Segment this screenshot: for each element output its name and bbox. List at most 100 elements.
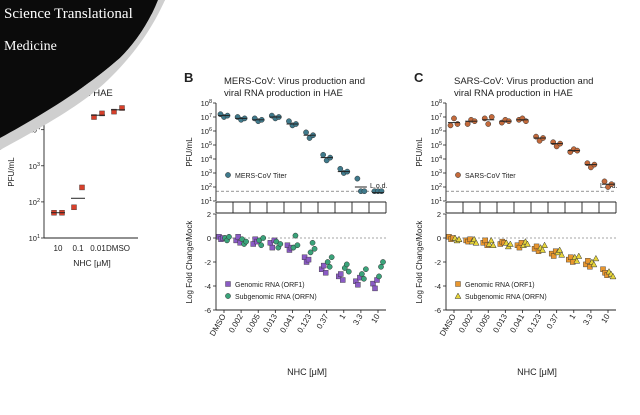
subgenomic-rna-point-B bbox=[309, 239, 316, 246]
bottom-y-tick-label-C: -2 bbox=[434, 258, 441, 267]
x-tick-label-C: DMSO bbox=[438, 313, 458, 338]
genomic-rna-point-B bbox=[338, 271, 344, 277]
sars2-titer-point bbox=[71, 204, 77, 211]
panel-title-C-line1: SARS-CoV: Virus production and bbox=[454, 76, 593, 87]
genomic-rna-point-B bbox=[305, 256, 312, 263]
top-y-tick-label-B: 102 bbox=[201, 183, 212, 192]
subgenomic-rna-point-B bbox=[328, 254, 335, 261]
subgenomic-rna-point-B bbox=[345, 268, 352, 275]
bottom-y-tick-label-C: -4 bbox=[434, 282, 441, 291]
x-tick-label-B: 0.37 bbox=[315, 312, 331, 330]
x-tick-label-B: 0.005 bbox=[244, 312, 262, 334]
panel-title-C-line2: viral RNA production in HAE bbox=[454, 88, 573, 99]
top-y-tick-label-C: 101 bbox=[431, 197, 442, 206]
x-tick-label-B: 0.002 bbox=[227, 312, 245, 334]
legend-subgenomic-marker-C bbox=[454, 292, 462, 299]
bottom-y-tick-label-B: 2 bbox=[207, 210, 211, 219]
subgenomic-rna-point-B bbox=[376, 273, 382, 280]
journal-name-line2: Medicine bbox=[4, 39, 57, 54]
x-tick-label-B: 10 bbox=[369, 312, 382, 325]
x-tick-label-C: 3.3 bbox=[581, 312, 595, 327]
bottom-y-label-C: Log Fold Change/Mock bbox=[415, 220, 424, 304]
panel-title-B-line2: viral RNA production in HAE bbox=[224, 88, 343, 99]
x-axis-label-C: NHC [μM] bbox=[517, 367, 557, 377]
subgenomic-rna-point-C bbox=[489, 241, 497, 248]
subgenomic-rna-point-B bbox=[359, 271, 365, 277]
subgenomic-rna-point-B bbox=[292, 232, 299, 239]
legend-genomic-label-C: Genomic RNA (ORF1) bbox=[465, 282, 535, 289]
bottom-y-tick-label-C: 2 bbox=[437, 210, 441, 219]
subgenomic-rna-point-B bbox=[226, 233, 232, 240]
subgenomic-rna-point-C bbox=[609, 272, 617, 280]
x-tick-label-A: DMSO bbox=[106, 244, 130, 253]
x-tick-label-C: 0.013 bbox=[491, 312, 509, 334]
top-y-tick-label-C: 103 bbox=[431, 169, 442, 178]
subgenomic-rna-point-C bbox=[556, 246, 564, 253]
top-y-tick-label-B: 101 bbox=[201, 197, 212, 206]
subgenomic-rna-point-C bbox=[541, 241, 548, 248]
x-axis-label-A: NHC [μM] bbox=[73, 258, 110, 268]
subgenomic-rna-point-B bbox=[258, 242, 265, 249]
titer-point-C bbox=[488, 114, 495, 120]
titer-point-B bbox=[361, 188, 368, 195]
titer-point-C bbox=[451, 115, 457, 122]
subgenomic-rna-point-C bbox=[539, 246, 546, 253]
top-y-tick-label-B: 104 bbox=[201, 155, 212, 164]
subgenomic-rna-point-C bbox=[455, 235, 463, 242]
legend-titer-label-B: MERS-CoV Titer bbox=[235, 173, 287, 180]
legend-genomic-marker-B bbox=[225, 281, 231, 287]
genomic-rna-point-B bbox=[340, 277, 346, 283]
subgenomic-rna-point-B bbox=[294, 242, 301, 249]
page-curl-overlay bbox=[0, 0, 158, 138]
x-tick-label-B: 1 bbox=[337, 312, 347, 321]
subgenomic-rna-point-C bbox=[558, 251, 566, 258]
sars2-titer-point bbox=[79, 184, 85, 191]
bottom-y-tick-label-B: 0 bbox=[207, 234, 211, 243]
y-label-A: PFU/mL bbox=[7, 157, 16, 187]
subgenomic-rna-point-B bbox=[378, 263, 384, 270]
x-tick-label-C: 0.041 bbox=[508, 312, 526, 334]
sars2-titer-point bbox=[119, 105, 125, 111]
subgenomic-rna-point-C bbox=[506, 240, 514, 247]
page-curl-fold bbox=[0, 0, 165, 150]
x-tick-label-A: 10 bbox=[54, 244, 63, 253]
subgenomic-rna-point-B bbox=[243, 238, 249, 245]
titer-point-C bbox=[447, 122, 454, 129]
subgenomic-rna-point-B bbox=[311, 245, 318, 252]
genomic-rna-point-B bbox=[320, 262, 327, 269]
legend-titer-label-C: SARS-CoV Titer bbox=[465, 173, 516, 180]
x-tick-label-C: 10 bbox=[599, 312, 612, 325]
subgenomic-rna-point-B bbox=[361, 275, 367, 282]
subgenomic-rna-point-C bbox=[573, 257, 581, 264]
genomic-rna-point-B bbox=[269, 244, 276, 251]
bottom-y-tick-label-B: -2 bbox=[204, 258, 211, 267]
legend-genomic-label-B: Genomic RNA (ORF1) bbox=[235, 282, 305, 289]
titer-point-B bbox=[303, 129, 309, 136]
top-y-tick-label-C: 104 bbox=[431, 155, 442, 164]
genomic-rna-point-C bbox=[585, 258, 591, 264]
genomic-rna-point-C bbox=[533, 243, 540, 250]
subgenomic-rna-point-C bbox=[590, 260, 598, 268]
titer-point-B bbox=[286, 118, 292, 125]
y-tick-label-A: 102 bbox=[29, 198, 40, 207]
subgenomic-rna-point-C bbox=[592, 254, 600, 262]
x-tick-label-C: 1 bbox=[567, 312, 577, 321]
x-axis-label-B: NHC [μM] bbox=[287, 367, 327, 377]
titer-point-C bbox=[464, 121, 471, 127]
y-tick-label-A: 101 bbox=[29, 234, 40, 243]
top-y-label-B: PFU/mL bbox=[185, 137, 194, 167]
sars2-titer-point bbox=[111, 108, 117, 115]
sars2-titer-point bbox=[99, 110, 105, 117]
panel-label-C: C bbox=[414, 70, 424, 85]
x-tick-label-A: 0.1 bbox=[72, 244, 84, 253]
genomic-rna-point-B bbox=[355, 282, 361, 288]
x-tick-label-C: 0.123 bbox=[525, 312, 543, 334]
top-y-tick-label-C: 106 bbox=[431, 127, 442, 136]
subgenomic-rna-point-B bbox=[307, 249, 314, 256]
panel-label-B: B bbox=[184, 70, 193, 85]
x-tick-label-B: 0.041 bbox=[278, 312, 296, 334]
x-tick-label-C: 0.37 bbox=[545, 312, 561, 330]
subgenomic-rna-point-B bbox=[326, 263, 333, 270]
subgenomic-rna-point-C bbox=[485, 240, 493, 247]
